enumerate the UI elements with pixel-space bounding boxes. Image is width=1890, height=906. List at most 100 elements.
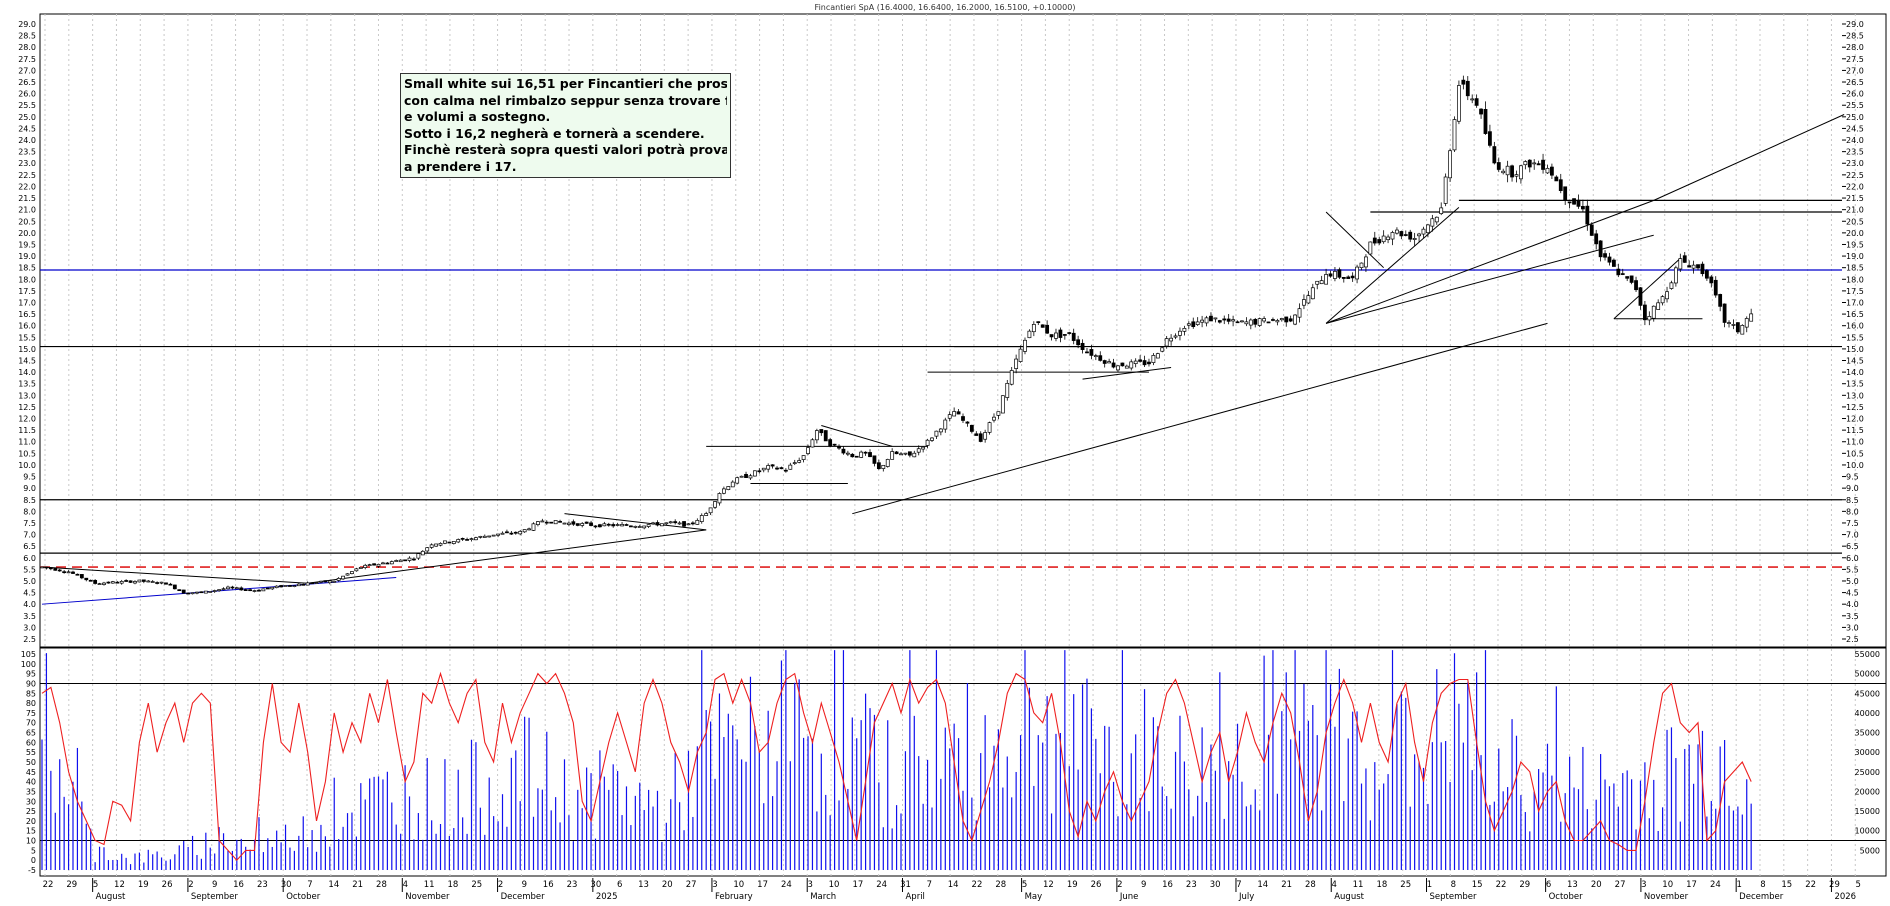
y-tick-label-right: 14.5 bbox=[1846, 357, 1864, 366]
candle-body bbox=[730, 481, 735, 488]
candle-body bbox=[155, 582, 160, 584]
candle-body bbox=[531, 523, 536, 531]
candle-body bbox=[1284, 316, 1289, 323]
candle-body bbox=[460, 538, 465, 540]
y-tick-label-left: 5.0 bbox=[23, 577, 36, 586]
candle-body bbox=[425, 547, 430, 552]
vol-tick-label: 55000 bbox=[1855, 650, 1880, 659]
candle-body bbox=[221, 588, 226, 591]
candle-body bbox=[1665, 291, 1669, 300]
candle-body bbox=[403, 559, 407, 562]
candle-body bbox=[1722, 303, 1727, 323]
candle-body bbox=[629, 525, 633, 528]
candle-body bbox=[456, 539, 461, 543]
candle-body bbox=[1191, 321, 1196, 327]
y-tick-label-right: 2.5 bbox=[1846, 635, 1859, 644]
candle-body bbox=[1696, 264, 1700, 269]
osc-tick-label: 30 bbox=[26, 797, 36, 806]
candle-body bbox=[593, 525, 598, 528]
osc-tick-label: -5 bbox=[28, 866, 36, 875]
candle-body bbox=[1731, 324, 1736, 326]
y-tick-label-left: 25.5 bbox=[18, 101, 36, 110]
y-tick-label-right: 5.0 bbox=[1846, 577, 1859, 586]
y-tick-label-left: 22.0 bbox=[18, 182, 36, 191]
candle-body bbox=[1195, 321, 1200, 325]
osc-tick-label: 95 bbox=[26, 670, 36, 679]
y-tick-label-right: 24.5 bbox=[1846, 124, 1864, 133]
x-month-label: December bbox=[1739, 892, 1784, 902]
candle-body bbox=[195, 591, 199, 594]
candle-body bbox=[633, 525, 638, 528]
candle-body bbox=[1058, 329, 1063, 338]
candle-body bbox=[1594, 233, 1599, 245]
candle-body bbox=[44, 566, 49, 569]
y-tick-label-right: 18.0 bbox=[1846, 275, 1864, 284]
candle-body bbox=[876, 462, 881, 470]
candle-body bbox=[199, 591, 204, 594]
candle-body bbox=[372, 563, 376, 566]
candle-body bbox=[823, 430, 828, 442]
chart-title: Fincantieri SpA (16.4000, 16.6400, 16.20… bbox=[815, 3, 1076, 12]
candle-body bbox=[850, 453, 855, 458]
osc-tick-label: 10 bbox=[26, 837, 36, 846]
x-tick-label: 13 bbox=[638, 880, 649, 890]
candle-body bbox=[1213, 317, 1218, 320]
candle-body bbox=[487, 535, 492, 538]
trend-line bbox=[564, 513, 707, 531]
candle-body bbox=[482, 535, 487, 538]
candle-body bbox=[1558, 179, 1563, 191]
candle-body bbox=[721, 488, 726, 494]
y-tick-label-right: 17.0 bbox=[1846, 298, 1864, 307]
candle-body bbox=[1519, 165, 1523, 180]
candle-body bbox=[655, 522, 660, 526]
candle-body bbox=[841, 448, 846, 454]
candle-body bbox=[624, 524, 629, 526]
candle-body bbox=[394, 560, 399, 562]
candle-body bbox=[1550, 166, 1554, 176]
candle-body bbox=[1275, 320, 1280, 323]
analysis-note: Small white sui 16,51 per Fincantieri ch… bbox=[400, 73, 731, 178]
candle-body bbox=[496, 533, 500, 536]
candle-body bbox=[1076, 339, 1081, 346]
y-tick-label-right: 16.5 bbox=[1846, 310, 1864, 319]
candle-body bbox=[217, 589, 222, 591]
candle-body bbox=[1638, 287, 1643, 306]
candle-body bbox=[1691, 264, 1696, 269]
candle-body bbox=[1306, 295, 1311, 304]
candle-body bbox=[1111, 362, 1116, 368]
vol-tick-label: 50000 bbox=[1855, 670, 1880, 679]
candle-body bbox=[478, 535, 483, 538]
x-tick-label: 2 bbox=[1117, 880, 1122, 890]
candle-body bbox=[243, 589, 248, 591]
trend-line bbox=[821, 425, 893, 447]
y-tick-label-left: 9.5 bbox=[23, 473, 36, 482]
candle-body bbox=[788, 464, 793, 470]
candle-body bbox=[1045, 324, 1050, 334]
candle-body bbox=[872, 455, 877, 464]
candle-body bbox=[1062, 334, 1067, 336]
x-tick-label: 24 bbox=[876, 880, 887, 890]
candle-body bbox=[1107, 361, 1112, 364]
y-tick-label-left: 24.0 bbox=[18, 136, 36, 145]
candle-body bbox=[682, 521, 686, 527]
x-tick-label: 8 bbox=[1760, 880, 1765, 890]
candle-body bbox=[598, 524, 602, 528]
x-month-label: October bbox=[286, 892, 321, 902]
candle-body bbox=[1634, 280, 1638, 291]
candle-body bbox=[1222, 318, 1227, 321]
y-tick-label-right: 20.5 bbox=[1846, 217, 1864, 226]
candle-body bbox=[1147, 361, 1151, 365]
candle-body bbox=[509, 532, 514, 535]
candle-body bbox=[646, 524, 651, 527]
x-tick-label: 28 bbox=[995, 880, 1006, 890]
y-tick-label-right: 13.0 bbox=[1846, 391, 1864, 400]
candle-body bbox=[1713, 279, 1718, 296]
candle-body bbox=[1523, 161, 1528, 166]
candle-body bbox=[75, 573, 80, 576]
candle-body bbox=[983, 432, 988, 440]
candle-body bbox=[1603, 253, 1607, 258]
candle-body bbox=[1133, 360, 1138, 365]
osc-tick-label: 100 bbox=[21, 660, 36, 669]
x-tick-label: 4 bbox=[403, 880, 408, 890]
candle-body bbox=[1089, 349, 1094, 356]
